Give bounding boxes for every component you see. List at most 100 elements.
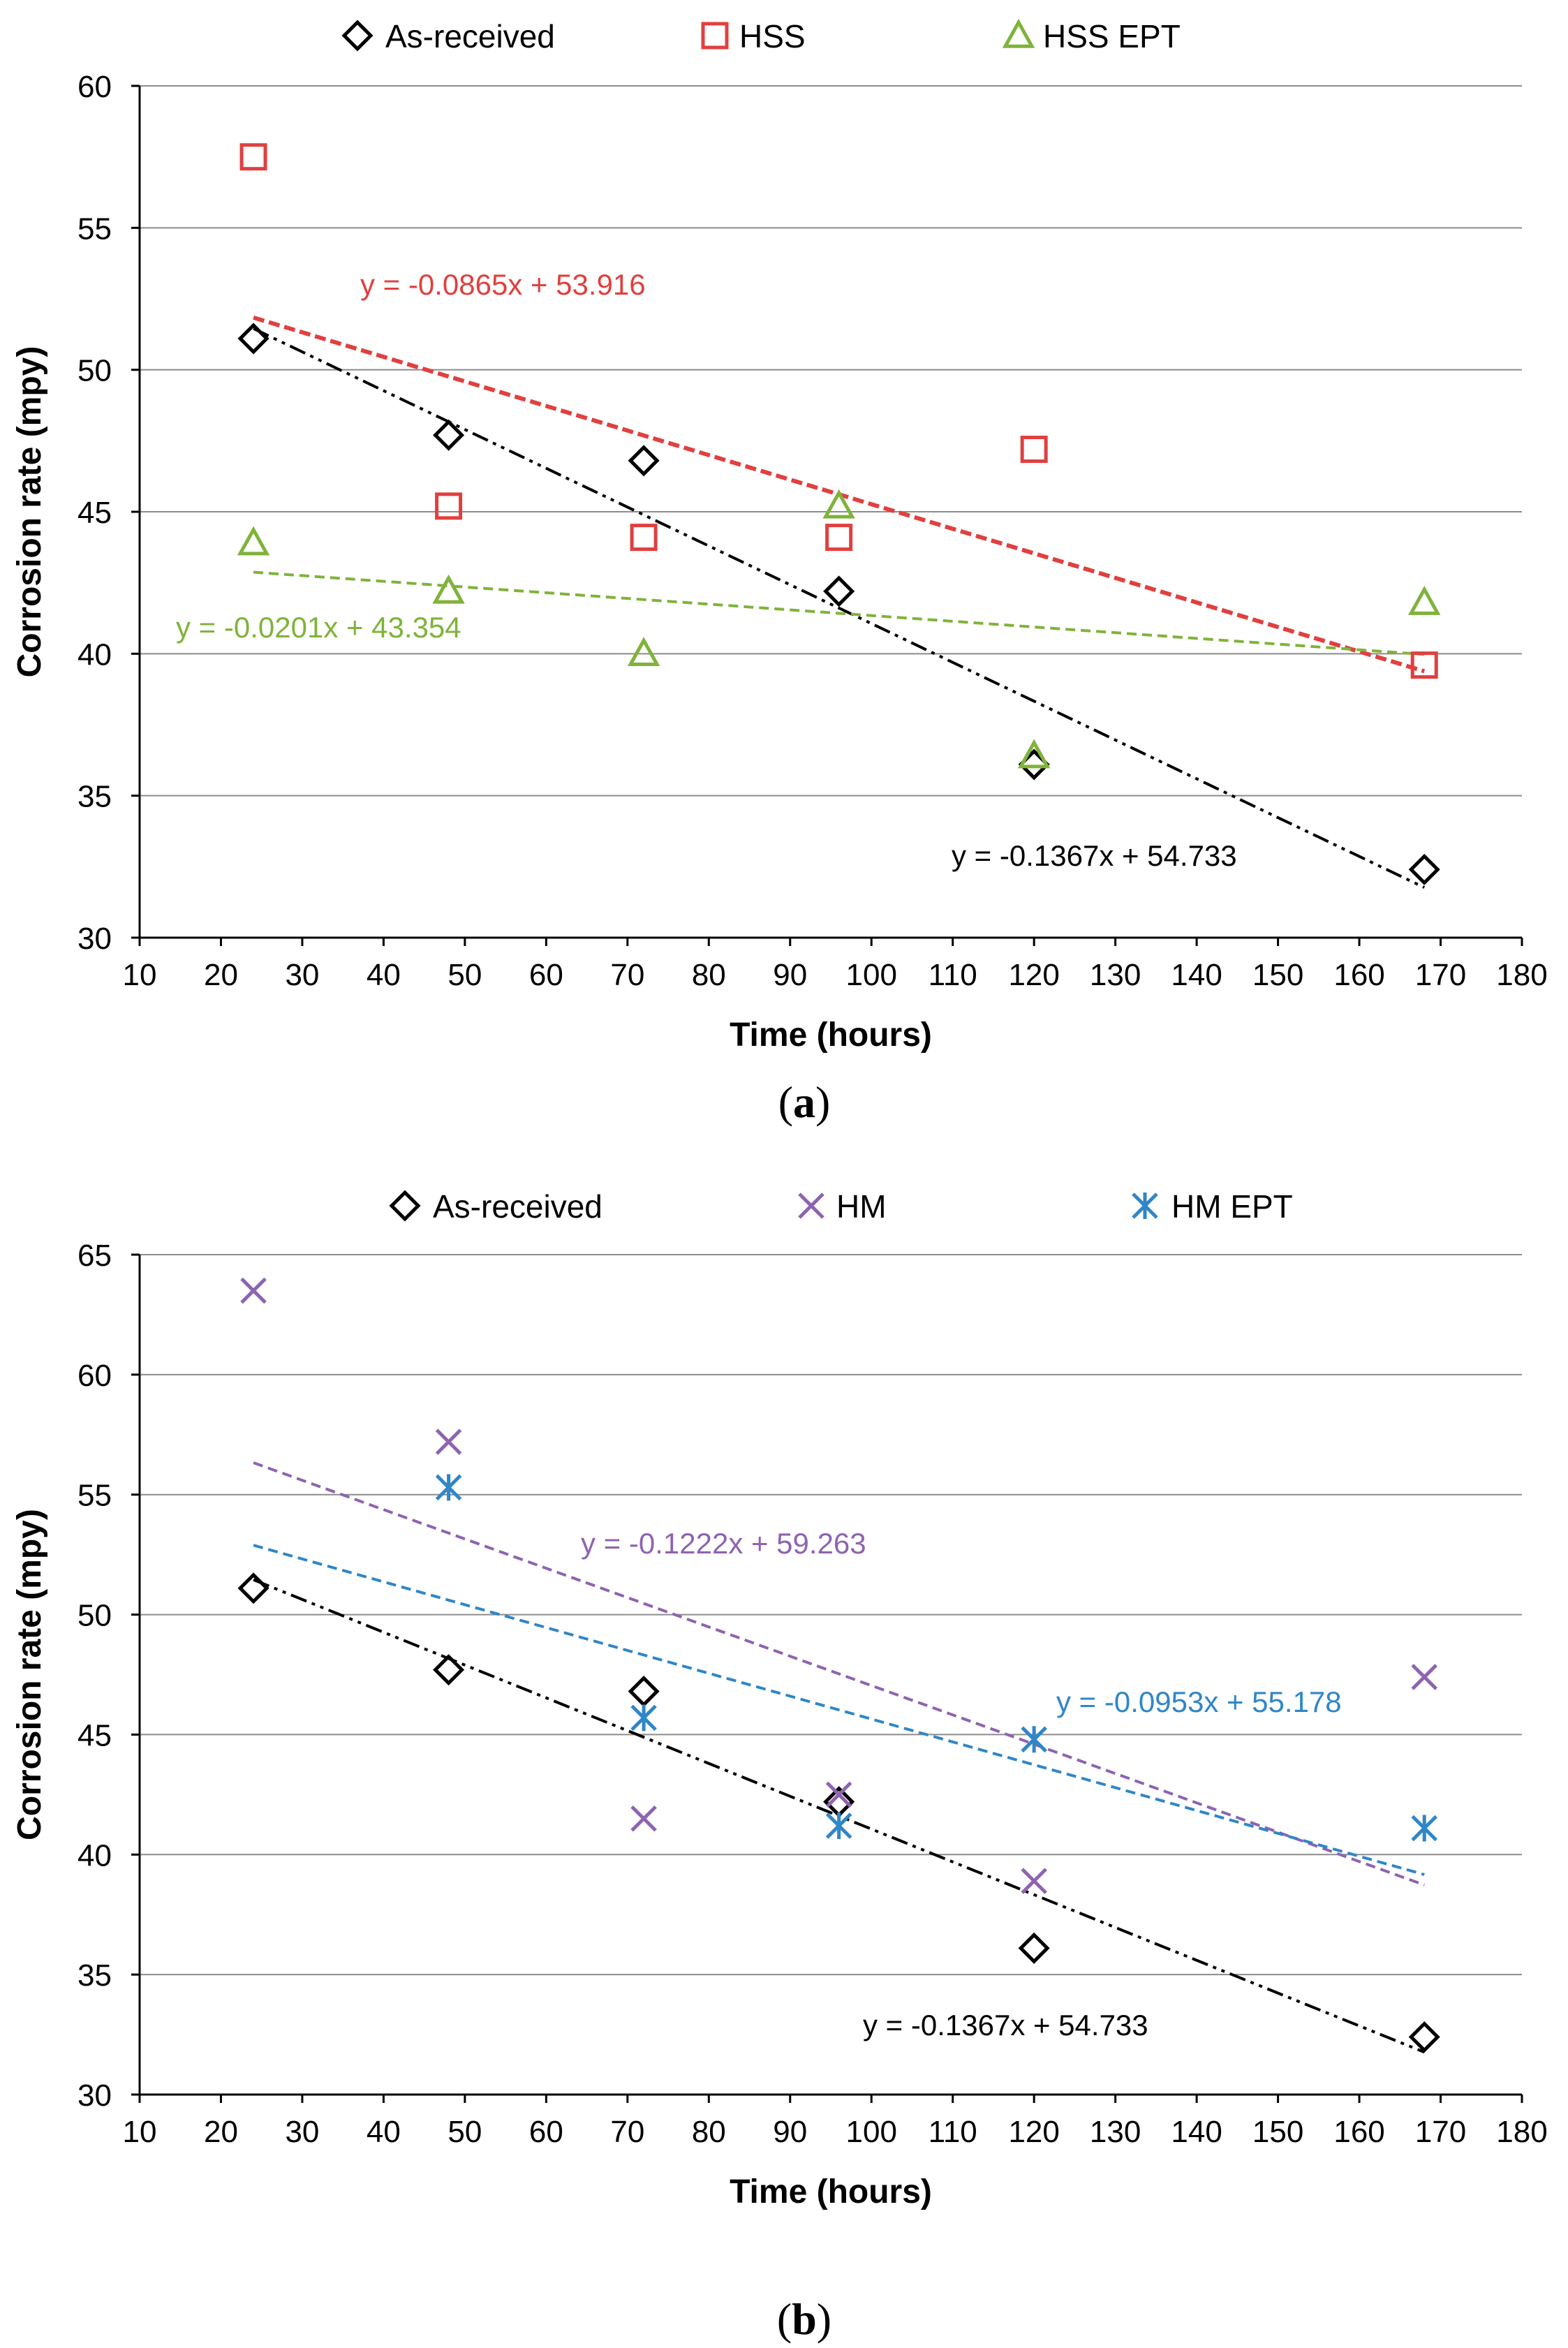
data-point <box>628 445 660 477</box>
x-tick-label: 20 <box>204 2115 238 2149</box>
x-tick-label: 140 <box>1171 958 1222 992</box>
data-point <box>433 419 465 451</box>
data-point <box>1408 2021 1440 2053</box>
legend-marker <box>1132 1193 1158 1219</box>
data-point <box>1411 1815 1438 1842</box>
legend-item: HSS <box>701 18 806 54</box>
legend-item: HM EPT <box>1132 1188 1293 1225</box>
series-hss <box>239 143 1438 679</box>
legend-marker <box>341 20 373 52</box>
x-tick-label: 40 <box>367 958 401 992</box>
data-point <box>1407 585 1441 615</box>
x-tick-label: 180 <box>1496 958 1547 992</box>
trendline-equation: y = -0.0865x + 53.916 <box>360 268 646 301</box>
x-tick-label: 160 <box>1333 2115 1384 2149</box>
y-tick-label: 50 <box>77 354 112 388</box>
data-point <box>630 1805 657 1832</box>
trendline-hss-ept <box>253 570 1425 656</box>
y-tick-label: 55 <box>77 1479 112 1513</box>
series-hm-ept <box>435 1474 1438 1842</box>
panel-label-open: ( <box>777 2294 792 2344</box>
data-point <box>822 489 855 519</box>
data-point <box>435 1428 462 1455</box>
legend-item: HM <box>798 1188 887 1225</box>
x-tick-label: 80 <box>692 958 726 992</box>
trendline-equation: y = -0.1367x + 54.733 <box>952 839 1237 872</box>
x-tick-label: 90 <box>773 958 807 992</box>
data-point <box>825 1812 852 1840</box>
legend-marker <box>389 1190 421 1222</box>
data-point <box>239 143 267 171</box>
data-point <box>1021 1868 1047 1894</box>
x-tick-label: 170 <box>1415 2115 1466 2149</box>
x-tick-label: 130 <box>1090 2115 1141 2149</box>
y-tick-label: 30 <box>77 2079 112 2113</box>
data-point <box>1408 853 1440 885</box>
y-axis-title: Corrosion rate (mpy) <box>11 346 48 678</box>
x-tick-label: 70 <box>610 958 644 992</box>
data-point <box>1020 436 1048 464</box>
data-point <box>825 1781 852 1808</box>
x-tick-label: 80 <box>692 2115 726 2149</box>
panel-label-close: ) <box>817 2294 831 2344</box>
trendline-equation: y = -0.0953x + 55.178 <box>1056 1685 1342 1718</box>
panel-label-open: ( <box>778 1077 793 1127</box>
x-tick-label: 100 <box>846 2115 897 2149</box>
legend-label: As-received <box>433 1188 602 1225</box>
legend-label: HM EPT <box>1171 1188 1293 1225</box>
x-tick-label: 140 <box>1171 2115 1222 2149</box>
x-tick-label: 130 <box>1090 958 1141 992</box>
data-point <box>630 524 658 552</box>
panel-label: (b) <box>777 2294 831 2344</box>
panel-label-letter: b <box>792 2294 817 2344</box>
x-tick-label: 60 <box>529 2115 563 2149</box>
y-tick-label: 55 <box>77 212 112 246</box>
y-tick-label: 40 <box>77 637 112 672</box>
data-point <box>627 637 660 667</box>
x-tick-label: 90 <box>773 2115 807 2149</box>
x-tick-label: 10 <box>123 958 157 992</box>
legend-item: As-received <box>389 1188 602 1225</box>
gridlines <box>140 1254 1522 1976</box>
y-tick-label: 45 <box>77 1718 112 1752</box>
x-tick-label: 180 <box>1496 2115 1547 2149</box>
data-point <box>237 323 269 355</box>
y-tick-label: 60 <box>77 1359 112 1393</box>
x-tick-label: 150 <box>1252 2115 1303 2149</box>
x-axis-title: Time (hours) <box>730 1017 932 1054</box>
y-axis-title: Corrosion rate (mpy) <box>11 1509 48 1840</box>
trendline-hm <box>253 1461 1425 1886</box>
y-tick-label: 35 <box>77 1958 112 1993</box>
x-tick-label: 30 <box>285 2115 319 2149</box>
data-point <box>435 492 463 520</box>
y-tick-label: 40 <box>77 1838 112 1873</box>
x-tick-label: 120 <box>1008 2115 1059 2149</box>
legend-label: HM <box>836 1188 887 1225</box>
legend: As-received HM HM EPT <box>389 1188 1293 1225</box>
data-point <box>1018 1932 1050 1964</box>
chart-panel-a: 30 35 40 45 50 55 60 10 20 30 40 50 60 70 80 90 100 110 12… <box>11 18 1548 1127</box>
y-tick-label: 65 <box>77 1239 112 1273</box>
data-point <box>237 526 270 556</box>
x-tick-label: 110 <box>929 2115 977 2149</box>
trendline-as-received <box>253 327 1426 889</box>
data-point <box>823 575 855 607</box>
series-hss-ept <box>237 489 1441 769</box>
legend-label: As-received <box>385 18 555 54</box>
legend-label: HSS <box>739 18 806 54</box>
legend-marker <box>798 1193 824 1219</box>
data-point <box>1021 1726 1047 1753</box>
data-point <box>1018 748 1050 781</box>
data-point <box>237 1572 269 1604</box>
y-tick-label: 60 <box>77 70 112 104</box>
legend-item: As-received <box>341 18 555 54</box>
trendline-hm-ept <box>253 1544 1425 1876</box>
x-tick-label: 10 <box>123 2115 157 2149</box>
x-tick-label: 100 <box>846 958 897 992</box>
gridlines <box>140 85 1522 797</box>
data-point <box>1411 1664 1438 1690</box>
series-hm <box>240 1277 1438 1894</box>
data-point <box>1017 739 1051 769</box>
x-tick-label: 50 <box>448 2115 482 2149</box>
x-tick-label: 60 <box>529 958 563 992</box>
